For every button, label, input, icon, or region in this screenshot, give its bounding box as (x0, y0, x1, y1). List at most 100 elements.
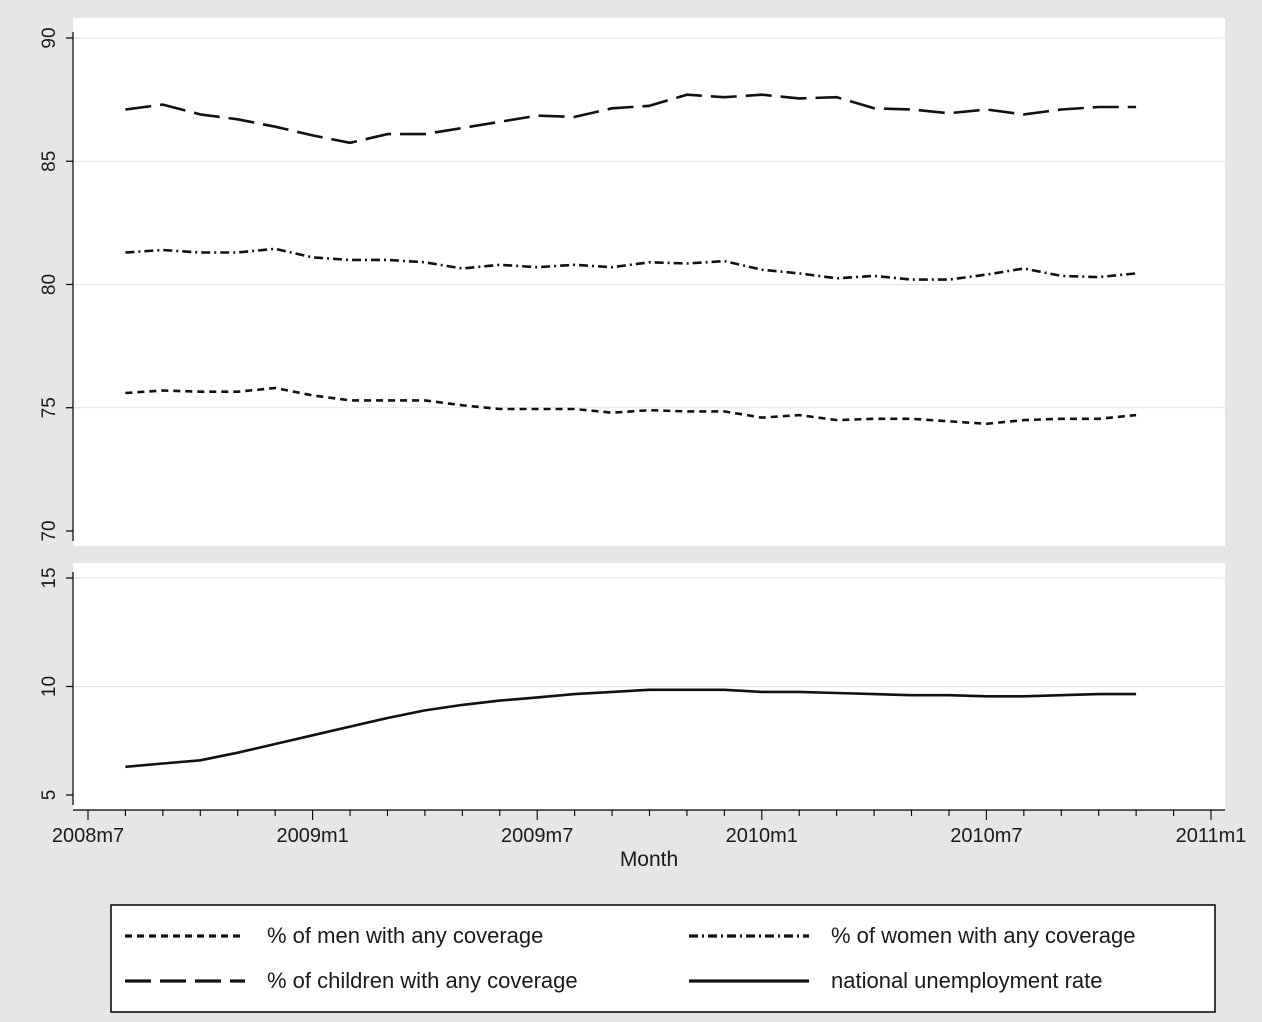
data-point (686, 262, 688, 264)
x-tick-label: 2010m7 (950, 825, 1022, 847)
data-point (124, 251, 126, 253)
data-point (723, 96, 725, 98)
data-point (648, 261, 650, 263)
data-point (311, 734, 313, 736)
data-point (873, 275, 875, 277)
data-point (536, 266, 538, 268)
legend-label: % of women with any coverage (831, 923, 1136, 948)
data-point (424, 133, 426, 135)
data-point (1098, 693, 1100, 695)
data-point (1023, 419, 1025, 421)
data-point (1060, 275, 1062, 277)
x-tick-label: 2008m7 (52, 825, 124, 847)
data-point (1023, 695, 1025, 697)
data-point (1060, 108, 1062, 110)
data-point (648, 689, 650, 691)
data-point (1023, 267, 1025, 269)
data-point (573, 264, 575, 266)
data-point (723, 689, 725, 691)
data-point (424, 709, 426, 711)
data-point (948, 112, 950, 114)
data-point (686, 410, 688, 412)
data-point (461, 704, 463, 706)
data-point (237, 391, 239, 393)
data-point (573, 693, 575, 695)
data-point (536, 696, 538, 698)
y-tick-label: 70 (39, 520, 60, 541)
data-point (611, 691, 613, 693)
x-tick-label: 2009m7 (501, 825, 573, 847)
data-point (948, 420, 950, 422)
data-point (761, 691, 763, 693)
data-point (798, 97, 800, 99)
data-point (1135, 693, 1137, 695)
legend-label: % of children with any coverage (267, 968, 578, 993)
data-point (573, 116, 575, 118)
data-point (311, 394, 313, 396)
y-tick-label: 5 (39, 790, 60, 801)
data-point (910, 278, 912, 280)
data-point (686, 94, 688, 96)
legend-label: % of men with any coverage (267, 923, 543, 948)
data-point (124, 766, 126, 768)
top-plot-area (73, 18, 1225, 546)
y-tick-label: 85 (39, 151, 60, 172)
data-point (1135, 414, 1137, 416)
data-point (499, 264, 501, 266)
data-point (1135, 106, 1137, 108)
data-point (124, 392, 126, 394)
data-point (274, 248, 276, 250)
data-point (648, 409, 650, 411)
data-point (985, 695, 987, 697)
data-point (985, 273, 987, 275)
data-point (424, 399, 426, 401)
data-point (836, 96, 838, 98)
data-point (761, 269, 763, 271)
data-point (1098, 276, 1100, 278)
data-point (349, 399, 351, 401)
data-point (162, 103, 164, 105)
data-point (761, 94, 763, 96)
data-point (836, 277, 838, 279)
series-line-dashdot (125, 247, 1137, 281)
x-tick-label: 2011m1 (1176, 825, 1247, 847)
data-point (985, 423, 987, 425)
data-point (948, 694, 950, 696)
data-point (274, 126, 276, 128)
data-point (1060, 694, 1062, 696)
x-axis-label: Month (620, 848, 678, 871)
y-tick-label: 10 (39, 676, 60, 697)
data-point (798, 414, 800, 416)
data-point (237, 752, 239, 754)
data-point (686, 689, 688, 691)
y-tick-label: 75 (39, 397, 60, 418)
data-point (536, 114, 538, 116)
data-point (162, 389, 164, 391)
data-point (124, 108, 126, 110)
data-point (274, 387, 276, 389)
x-tick-label: 2009m1 (276, 825, 348, 847)
data-point (274, 743, 276, 745)
data-point (1023, 113, 1025, 115)
data-point (873, 107, 875, 109)
data-point (798, 272, 800, 274)
data-point (836, 692, 838, 694)
data-point (836, 419, 838, 421)
data-point (1098, 106, 1100, 108)
data-point (648, 105, 650, 107)
data-point (761, 416, 763, 418)
data-point (199, 391, 201, 393)
data-point (349, 725, 351, 727)
data-point (611, 266, 613, 268)
series-line-solid (125, 688, 1137, 769)
data-point (199, 113, 201, 115)
x-tick-label: 2010m1 (726, 825, 798, 847)
data-point (386, 399, 388, 401)
data-point (349, 142, 351, 144)
data-point (461, 127, 463, 129)
data-point (723, 410, 725, 412)
data-point (461, 267, 463, 269)
data-point (1135, 272, 1137, 274)
